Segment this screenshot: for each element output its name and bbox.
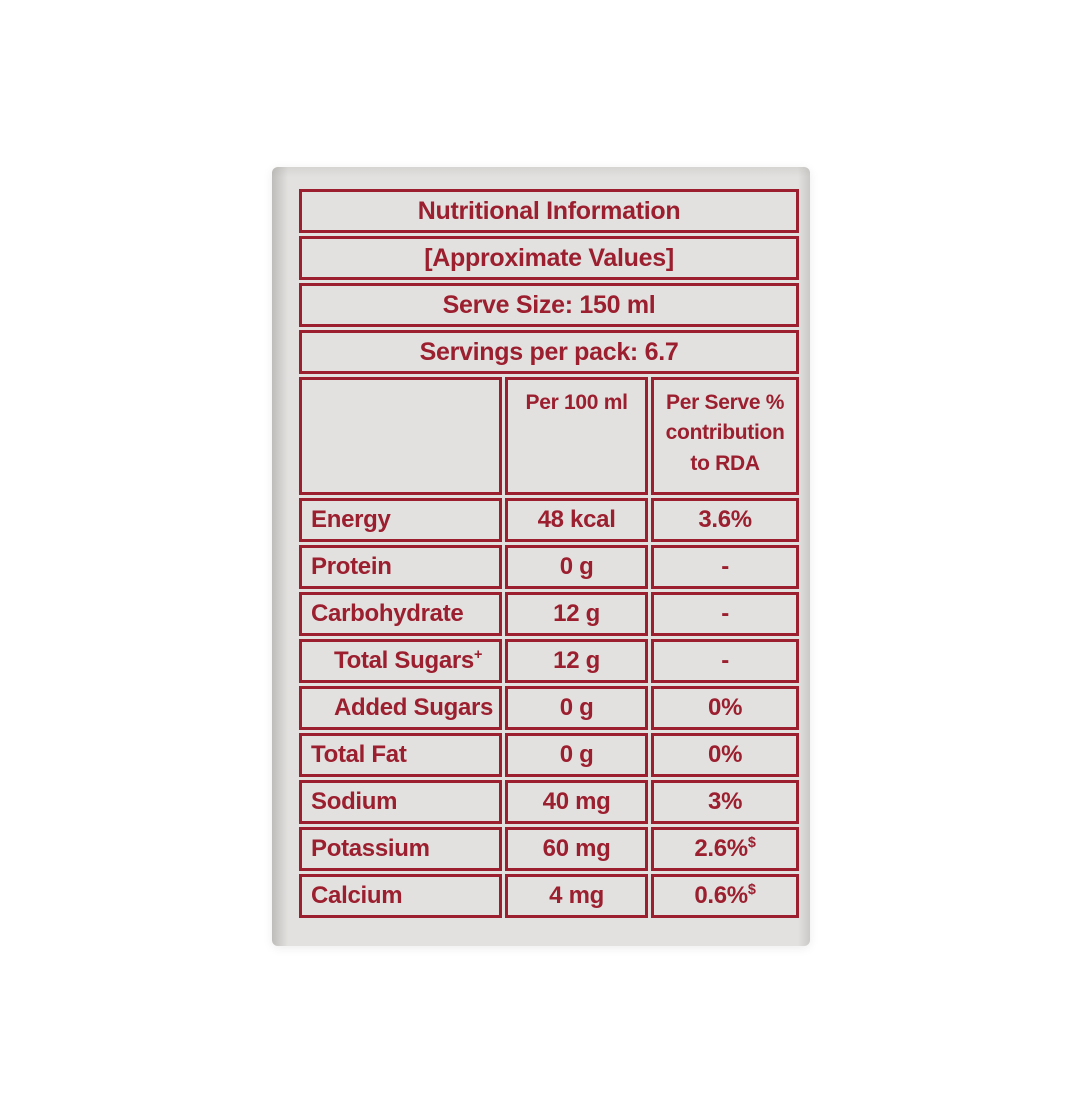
nutrient-row: Energy 48 kcal 3.6% — [299, 498, 800, 542]
per-100ml-value: 12 g — [505, 592, 649, 636]
nutrient-name: Sodium — [299, 780, 503, 824]
nutrient-name: Total Fat — [299, 733, 503, 777]
per-100ml-value: 0 g — [505, 545, 649, 589]
per-100ml-value: 60 mg — [505, 827, 649, 871]
table-title: Nutritional Information — [299, 189, 800, 233]
per-serve-rda-value: 3.6% — [651, 498, 800, 542]
nutrient-name: Energy — [299, 498, 503, 542]
per-serve-rda-value: - — [651, 639, 800, 683]
col-header-per-serve-rda: Per Serve % contribution to RDA — [651, 377, 800, 495]
nutrient-name: Protein — [299, 545, 503, 589]
nutrition-label-panel: Nutritional Information [Approximate Val… — [272, 167, 810, 946]
nutrient-row: Sodium 40 mg 3% — [299, 780, 800, 824]
footnote-marker: + — [473, 647, 483, 663]
per-100ml-value: 40 mg — [505, 780, 649, 824]
servings-per-pack-row: Servings per pack: 6.7 — [299, 330, 800, 374]
per-serve-rda-value: - — [651, 592, 800, 636]
per-100ml-value: 0 g — [505, 733, 649, 777]
per-serve-rda-value: 3% — [651, 780, 800, 824]
nutrient-name: Carbohydrate — [299, 592, 503, 636]
per-100ml-value: 12 g — [505, 639, 649, 683]
per-serve-rda-value: - — [651, 545, 800, 589]
column-header-row: Per 100 ml Per Serve % contribution to R… — [299, 377, 800, 495]
nutrient-name: Calcium — [299, 874, 503, 918]
serve-size-row: Serve Size: 150 ml — [299, 283, 800, 327]
nutrient-name: Added Sugars — [299, 686, 503, 730]
footnote-marker: $ — [747, 882, 756, 898]
per-serve-rda-value: 2.6%$ — [651, 827, 800, 871]
nutrient-row: Potassium 60 mg 2.6%$ — [299, 827, 800, 871]
nutrient-row: Added Sugars 0 g 0% — [299, 686, 800, 730]
per-serve-rda-value: 0% — [651, 733, 800, 777]
per-serve-rda-value: 0% — [651, 686, 800, 730]
servings-per-pack: Servings per pack: 6.7 — [299, 330, 800, 374]
subtitle-row: [Approximate Values] — [299, 236, 800, 280]
per-100ml-value: 0 g — [505, 686, 649, 730]
footnote-marker: $ — [747, 835, 756, 851]
nutrient-row: Total Sugars+ 12 g- — [299, 639, 800, 683]
approximate-values-note: [Approximate Values] — [299, 236, 800, 280]
per-100ml-value: 4 mg — [505, 874, 649, 918]
nutrient-row: Total Fat 0 g 0% — [299, 733, 800, 777]
nutrition-rows: Energy 48 kcal 3.6% Protein 0 g - Carbohydrate… — [299, 498, 800, 918]
empty-header-cell — [299, 377, 503, 495]
per-serve-rda-value: 0.6%$ — [651, 874, 800, 918]
nutrition-table-head: Nutritional Information [Approximate Val… — [299, 189, 800, 495]
nutrient-row: Carbohydrate 12 g- — [299, 592, 800, 636]
per-100ml-value: 48 kcal — [505, 498, 649, 542]
nutrient-name: Total Sugars+ — [299, 639, 503, 683]
title-row: Nutritional Information — [299, 189, 800, 233]
nutrient-row: Calcium 4 mg 0.6%$ — [299, 874, 800, 918]
nutrient-name: Potassium — [299, 827, 503, 871]
nutrient-row: Protein 0 g- — [299, 545, 800, 589]
serve-size: Serve Size: 150 ml — [299, 283, 800, 327]
col-header-per-100ml: Per 100 ml — [505, 377, 649, 495]
nutrition-table: Nutritional Information [Approximate Val… — [296, 186, 802, 921]
